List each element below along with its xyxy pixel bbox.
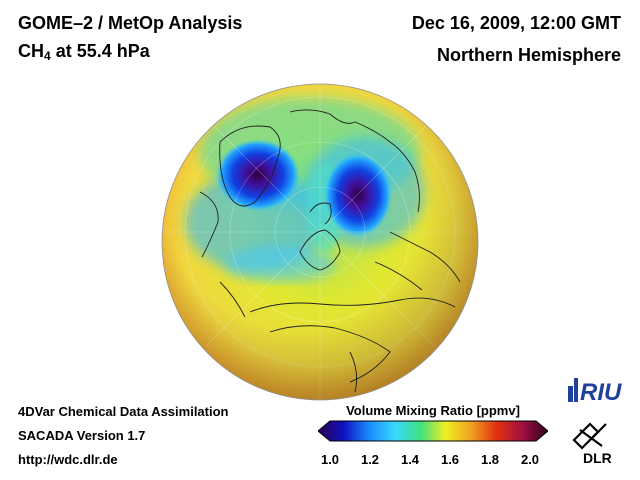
colorbar-title: Volume Mixing Ratio [ppmv] bbox=[346, 403, 520, 418]
footer-version: SACADA Version 1.7 bbox=[18, 428, 146, 443]
riu-logo: RIU bbox=[568, 378, 622, 406]
footer-url: http://wdc.dlr.de bbox=[18, 452, 118, 467]
colorbar-tick-label: 2.0 bbox=[520, 452, 540, 467]
colorbar-ramp bbox=[318, 420, 548, 442]
globe-map bbox=[161, 83, 479, 401]
dlr-logo-text: DLR bbox=[583, 450, 612, 466]
species-subscript: 4 bbox=[44, 49, 51, 63]
colorbar bbox=[318, 420, 548, 442]
species-level: CH4 at 55.4 hPa bbox=[18, 41, 150, 63]
colorbar-tick-label: 1.8 bbox=[480, 452, 500, 467]
footer-assimilation: 4DVar Chemical Data Assimilation bbox=[18, 404, 229, 419]
region-label: Northern Hemisphere bbox=[436, 45, 621, 65]
species-suffix: at 55.4 hPa bbox=[50, 41, 150, 61]
riu-logo-text: RIU bbox=[580, 379, 622, 406]
datetime-label: Dec 16, 2009, 12:00 GMT bbox=[411, 13, 621, 33]
map-title: GOME–2 / MetOp Analysis bbox=[18, 13, 243, 33]
colorbar-tick-label: 1.4 bbox=[400, 452, 420, 467]
species-prefix: CH bbox=[18, 41, 44, 61]
dlr-logo bbox=[572, 422, 607, 450]
colorbar-tick-label: 1.0 bbox=[320, 452, 340, 467]
colorbar-tick-label: 1.6 bbox=[440, 452, 460, 467]
colorbar-tick-label: 1.2 bbox=[360, 452, 380, 467]
